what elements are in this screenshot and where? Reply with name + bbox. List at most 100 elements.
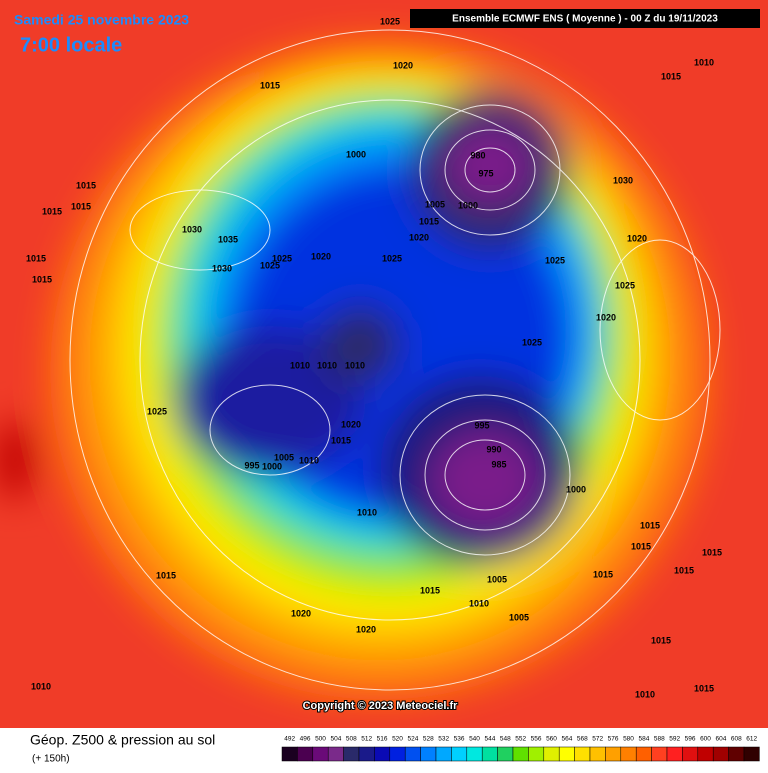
colorbar-swatch <box>682 746 699 762</box>
colorbar-swatch <box>743 746 760 762</box>
colorbar-label: 552 <box>515 736 526 743</box>
isobar-label: 985 <box>491 459 506 469</box>
colorbar-swatch <box>651 746 668 762</box>
isobar-label: 1030 <box>212 263 232 273</box>
colorbar-swatch <box>497 746 514 762</box>
colorbar-label: 536 <box>454 736 465 743</box>
isobar-label: 1000 <box>458 200 478 210</box>
isobar-label: 1020 <box>291 608 311 618</box>
colorbar-swatch <box>358 746 375 762</box>
isobar-label: 1025 <box>382 253 402 263</box>
colorbar-swatch <box>404 746 421 762</box>
colorbar-label: 496 <box>300 736 311 743</box>
isobar-label: 1020 <box>596 312 616 322</box>
colorbar-label: 568 <box>577 736 588 743</box>
colorbar-swatch <box>712 746 729 762</box>
isobar-label: 1015 <box>76 180 96 190</box>
isobar-label: 1005 <box>509 612 529 622</box>
map-field <box>0 0 768 728</box>
isobar-label: 1025 <box>260 260 280 270</box>
colorbar-swatch <box>574 746 591 762</box>
colorbar-label: 588 <box>654 736 665 743</box>
colorbar-swatch <box>543 746 560 762</box>
isobar-label: 1020 <box>393 60 413 70</box>
colorbar-label: 504 <box>330 736 341 743</box>
isobar-label: 1035 <box>218 234 238 244</box>
field-name: Géop. Z500 & pression au sol <box>30 732 215 748</box>
isobar-label: 1030 <box>613 175 633 185</box>
colorbar-label: 612 <box>746 736 757 743</box>
isobar-label: 1030 <box>182 224 202 234</box>
isobar-label: 1015 <box>419 216 439 226</box>
colorbar-swatch <box>312 746 329 762</box>
isobar-label: 1005 <box>425 199 445 209</box>
colorbar-label: 596 <box>685 736 696 743</box>
isobar-label: 1015 <box>26 253 46 263</box>
colorbar-label: 580 <box>623 736 634 743</box>
colorbar-swatch <box>697 746 714 762</box>
colorbar-label: 508 <box>346 736 357 743</box>
isobar-label: 1000 <box>262 461 282 471</box>
isobar-label: 1015 <box>702 547 722 557</box>
isobar-label: 1015 <box>420 585 440 595</box>
isobar-label: 1010 <box>635 689 655 699</box>
colorbar-swatch <box>558 746 575 762</box>
isobar-label: 995 <box>244 460 259 470</box>
colorbar-swatch <box>635 746 652 762</box>
isobar-label: 1015 <box>593 569 613 579</box>
isobar-label: 1020 <box>627 233 647 243</box>
isobar-label: 1020 <box>409 232 429 242</box>
model-run: Ensemble ECMWF ENS ( Moyenne ) - 00 Z du… <box>452 14 718 25</box>
isobar-label: 1015 <box>651 635 671 645</box>
isobar-label: 1025 <box>615 280 635 290</box>
colorbar-label: 600 <box>700 736 711 743</box>
colorbar-label: 516 <box>377 736 388 743</box>
isobar-label: 1015 <box>674 565 694 575</box>
colorbar-swatch <box>297 746 314 762</box>
isobar-label: 1015 <box>694 683 714 693</box>
colorbar-label: 560 <box>546 736 557 743</box>
isobar-label: 1005 <box>487 574 507 584</box>
colorbar-swatch <box>605 746 622 762</box>
colorbar-label: 548 <box>500 736 511 743</box>
colorbar-label: 492 <box>284 736 295 743</box>
model-banner <box>410 9 760 28</box>
colorbar-label: 572 <box>592 736 603 743</box>
isobar-label: 1010 <box>345 360 365 370</box>
colorbar-swatch <box>481 746 498 762</box>
colorbar-swatch <box>528 746 545 762</box>
colorbar-label: 512 <box>361 736 372 743</box>
isobar-label: 1010 <box>290 360 310 370</box>
isobar-label: 1005 <box>274 452 294 462</box>
colorbar-swatch <box>466 746 483 762</box>
isobar-label: 1025 <box>380 16 400 26</box>
isobar-label: 1010 <box>299 455 319 465</box>
isobar-label: 1010 <box>469 598 489 608</box>
colorbar-swatch <box>512 746 529 762</box>
colorbar-label: 556 <box>531 736 542 743</box>
colorbar-label: 500 <box>315 736 326 743</box>
date: Samedi 25 novembre 2023 <box>14 12 189 28</box>
colorbar-swatch <box>589 746 606 762</box>
isobar-label: 1010 <box>694 57 714 67</box>
colorbar-label: 584 <box>638 736 649 743</box>
isobar-label: 1025 <box>522 337 542 347</box>
colorbar-label: 576 <box>608 736 619 743</box>
isobar-label: 1015 <box>32 274 52 284</box>
copyright: Copyright © 2023 Meteociel.fr <box>303 700 459 712</box>
colorbar-swatch <box>389 746 406 762</box>
isobar-label: 1020 <box>311 251 331 261</box>
colorbar-label: 564 <box>561 736 572 743</box>
isobar-label: 1015 <box>260 80 280 90</box>
colorbar-label: 540 <box>469 736 480 743</box>
colorbar-swatch <box>420 746 437 762</box>
isobar-label: 1020 <box>341 419 361 429</box>
isobar-label: 990 <box>486 444 501 454</box>
isobar-label: 1025 <box>147 406 167 416</box>
isobar-label: 1025 <box>545 255 565 265</box>
isobar-label: 1015 <box>631 541 651 551</box>
isobar-label: 1000 <box>346 149 366 159</box>
colorbar-swatch <box>281 746 298 762</box>
